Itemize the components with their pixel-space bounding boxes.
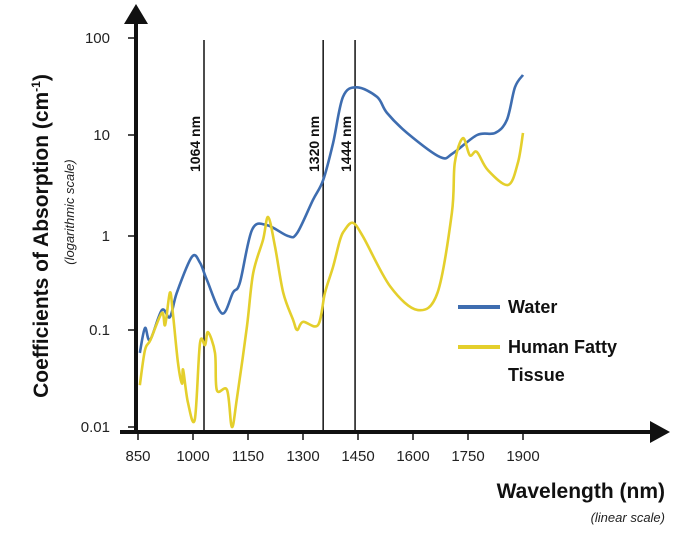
reference-line-label: 1444 nm <box>338 116 354 172</box>
x-axis-label: Wavelength (nm) <box>497 480 665 503</box>
x-tick-label: 1450 <box>341 448 374 465</box>
legend-label-fatty-tissue-line2: Tissue <box>508 365 565 385</box>
y-tick-label: 100 <box>85 30 110 47</box>
y-axis-label: Coefficients of Absorption (cm-1) <box>29 74 53 398</box>
x-tick-label: 1000 <box>176 448 209 465</box>
x-axis-arrow <box>650 421 670 443</box>
y-tick-label: 0.1 <box>89 322 110 339</box>
y-axis-note: (logarithmic scale) <box>62 159 77 264</box>
y-tick-label: 0.01 <box>81 419 110 436</box>
y-tick-label: 1 <box>102 228 110 245</box>
legend-label-water: Water <box>508 297 557 317</box>
x-tick-label: 850 <box>125 448 150 465</box>
reference-line-label: 1064 nm <box>187 116 203 172</box>
x-axis-note: (linear scale) <box>591 510 665 525</box>
series-line-water <box>138 74 525 354</box>
x-tick-label: 1150 <box>232 448 264 465</box>
x-tick-label: 1750 <box>451 448 484 465</box>
legend-label-fatty-tissue: Human Fatty <box>508 337 617 357</box>
reference-line-label: 1320 nm <box>306 116 322 172</box>
x-tick-label: 1300 <box>286 448 319 465</box>
y-axis-arrow <box>124 4 148 24</box>
y-tick-label: 10 <box>93 127 110 144</box>
legend: Water Human Fatty Tissue <box>458 297 617 385</box>
x-tick-label: 1600 <box>396 448 429 465</box>
x-tick-label: 1900 <box>506 448 539 465</box>
series-line-human-fatty-tissue <box>138 132 525 429</box>
